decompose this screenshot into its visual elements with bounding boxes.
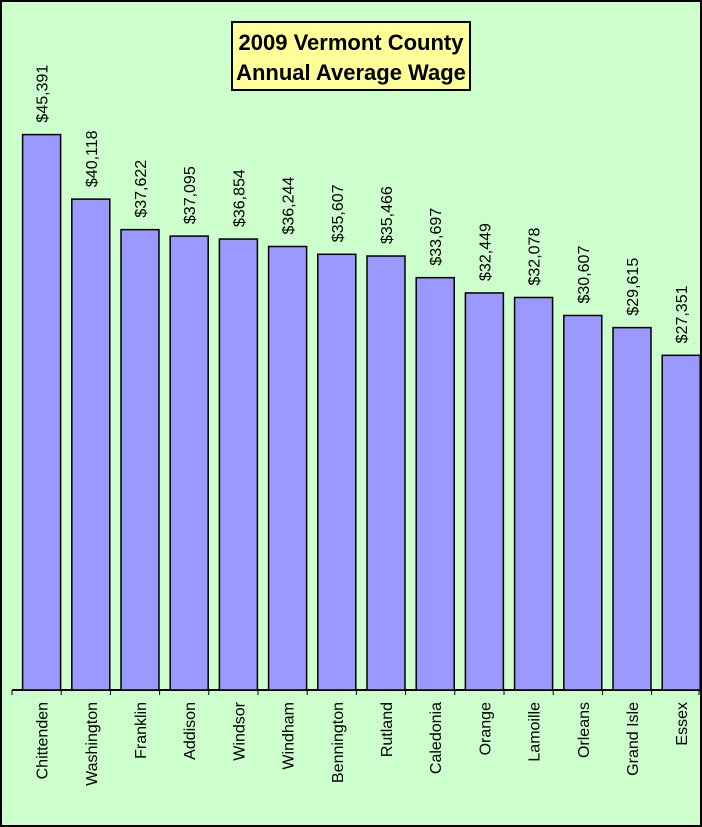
value-label: $33,697	[428, 208, 445, 266]
x-tick-label: Windham	[281, 702, 298, 770]
x-tick-label: Grand Isle	[625, 702, 642, 776]
bar	[267, 245, 308, 691]
value-label: $32,449	[477, 223, 494, 281]
value-label: $40,118	[84, 130, 101, 187]
bar	[661, 354, 701, 691]
title-box	[231, 21, 471, 91]
plot: Chittenden $45,391 Washington $40,118 Frankl…	[11, 65, 701, 786]
value-label: $36,854	[231, 169, 248, 227]
x-tick-label: Franklin	[133, 702, 150, 759]
x-tick-label: Orleans	[576, 702, 593, 758]
bar	[218, 238, 259, 691]
bar	[21, 133, 62, 691]
value-label: $32,078	[527, 228, 544, 286]
bar	[513, 296, 554, 691]
chart-title: 2009 Vermont County	[239, 30, 465, 55]
bar	[317, 253, 357, 691]
bar	[120, 228, 160, 691]
value-label: $37,622	[133, 160, 150, 218]
x-tick-label: Washington	[84, 702, 101, 786]
x-tick-label: Chittenden	[35, 702, 52, 779]
x-tick-label: Caledonia	[428, 702, 445, 774]
value-label: $37,095	[182, 166, 199, 224]
x-tick-label: Essex	[674, 702, 691, 746]
chart-title: Annual Average Wage	[236, 60, 466, 85]
bar	[366, 255, 406, 691]
bar	[415, 276, 455, 691]
bar	[71, 198, 111, 691]
value-label: $36,244	[281, 177, 298, 235]
value-label: $29,615	[625, 258, 642, 316]
x-tick-label: Bennington	[330, 702, 347, 783]
x-tick-label: Rutland	[379, 702, 396, 757]
value-label: $45,391	[35, 65, 52, 123]
value-label: $27,351	[674, 285, 691, 343]
bar	[464, 292, 505, 691]
bar	[169, 235, 209, 691]
value-label: $35,466	[379, 186, 396, 244]
x-tick-label: Windsor	[231, 701, 248, 760]
bar	[612, 326, 652, 691]
value-label: $30,607	[576, 246, 593, 304]
x-tick-label: Orange	[477, 702, 494, 755]
x-tick-label: Lamoille	[527, 702, 544, 762]
value-label: $35,607	[330, 184, 347, 242]
x-tick-label: Addison	[182, 702, 199, 760]
bar	[563, 314, 603, 691]
